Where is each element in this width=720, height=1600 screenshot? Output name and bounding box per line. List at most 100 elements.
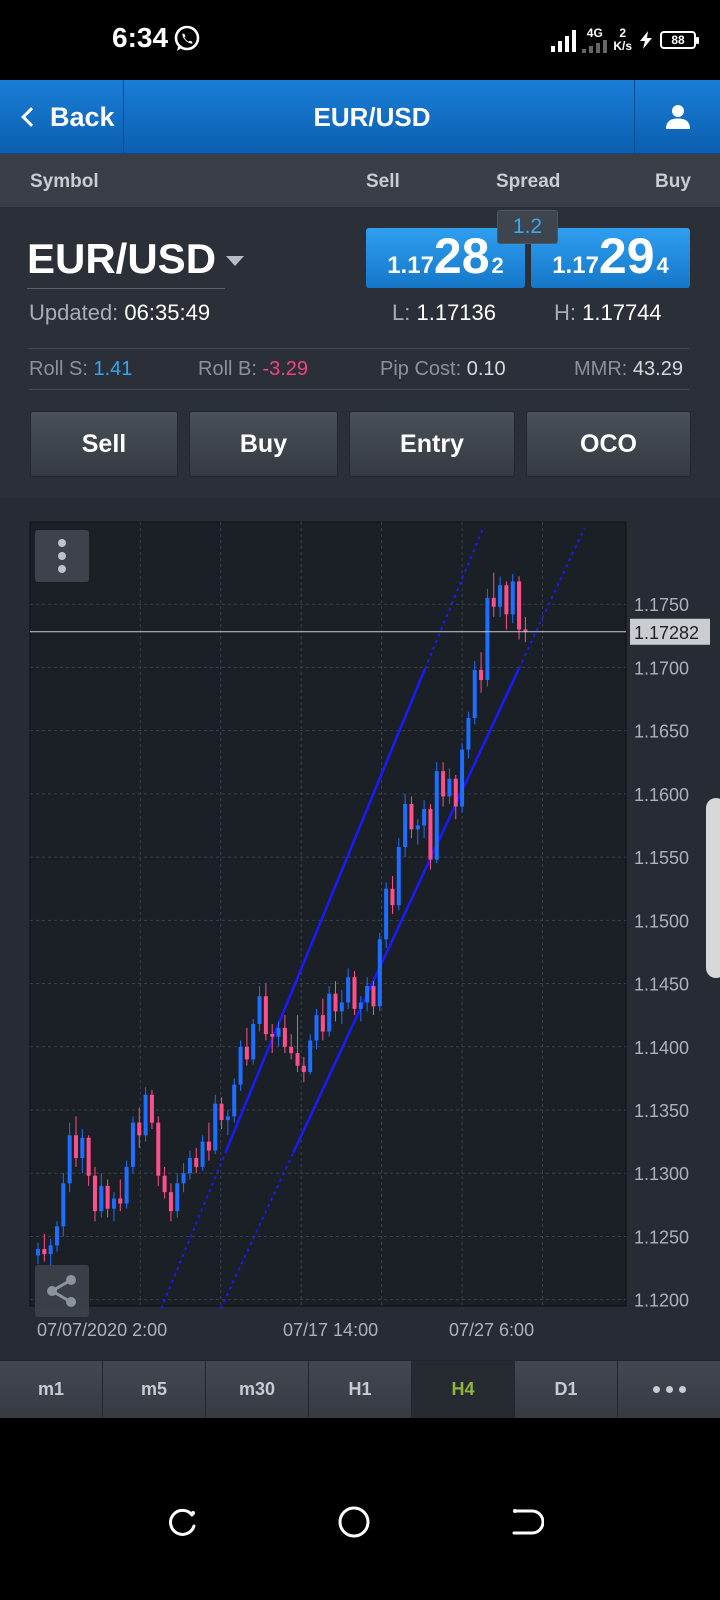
candle-body [371,986,376,1007]
back-label: Back [50,101,115,132]
candle-body [390,888,395,906]
candle-body [105,1185,110,1209]
updated-time: Updated: 06:35:49 [29,300,211,325]
quote-panel: EUR/USD 1.17 28 2 1.17 29 4 1.2 Updated:… [0,208,720,498]
buy-price-button[interactable]: 1.17 29 4 [531,228,690,288]
candle-body [295,1053,300,1066]
x-tick-label: 07/17 14:00 [283,1320,378,1340]
candle-body [86,1137,91,1176]
page-title: EUR/USD [313,101,431,132]
channel-upper-line-dotted [424,527,484,670]
y-tick-label: 1.1750 [634,595,689,615]
candle-body [257,996,262,1025]
tf-h1[interactable]: H1 [309,1361,412,1418]
candle-body [48,1245,53,1255]
signal-2-icon [582,39,608,53]
candle-body [523,629,528,633]
back-button[interactable]: Back [0,80,124,154]
sell-price-button[interactable]: 1.17 28 2 [366,228,525,288]
candle-body [143,1094,148,1136]
candle-body [504,585,509,615]
candle-body [466,718,471,750]
candle-body [149,1094,154,1123]
y-tick-label: 1.1350 [634,1101,689,1121]
network-speed: 2 K/s [613,26,632,53]
channel-lower-line-dotted [219,1152,295,1309]
x-tick-label: 07/07/2020 2:00 [37,1320,167,1340]
candle-body [327,993,332,1032]
tf-m1[interactable]: m1 [0,1361,103,1418]
tf-h4[interactable]: H4 [412,1361,515,1418]
y-tick-label: 1.1400 [634,1038,689,1058]
status-time: 6:34 [112,22,169,53]
charging-icon [640,31,652,49]
candle-body [352,977,357,1009]
candle-body [339,1002,344,1012]
candle-body [491,597,496,607]
oco-button[interactable]: OCO [526,411,691,477]
channel-lower-line-dotted [517,527,586,670]
candle-body [244,1046,249,1060]
candle-body [301,1065,306,1073]
top-nav-bar: Back EUR/USD [0,80,720,154]
home-icon[interactable] [336,1504,372,1540]
recents-icon[interactable] [166,1506,198,1538]
candle-body [270,1034,275,1037]
candle-body [200,1141,205,1167]
col-buy: Buy [655,171,691,192]
price-chart-area[interactable]: 1.1750 1.1700 1.1650 1.1600 1.1550 1.1500 1.14… [0,498,720,1360]
spread-badge: 1.2 [497,210,558,244]
candle-body [67,1135,72,1184]
candle-body [80,1137,85,1159]
candle-body [441,771,446,797]
entry-button[interactable]: Entry [349,411,515,477]
current-price-badge [630,618,710,645]
side-panel-handle[interactable] [706,798,720,978]
candle-body [238,1046,243,1085]
candle-body [447,778,452,797]
candle-body [428,809,433,860]
candlestick-chart[interactable]: 1.1750 1.1700 1.1650 1.1600 1.1550 1.1500 1.14… [0,498,720,1360]
candle-body [251,1024,256,1060]
battery-icon: 88 [660,31,699,49]
sell-button[interactable]: Sell [30,411,178,477]
candle-body [289,1046,294,1054]
candle-body [124,1166,129,1204]
y-tick-label: 1.1250 [634,1227,689,1247]
timeframe-bar: m1 m5 m30 H1 H4 D1 [0,1360,720,1418]
chart-menu-button[interactable] [35,530,89,582]
signal-icon [551,28,577,52]
candle-body [308,1040,313,1073]
candle-body [42,1249,47,1255]
y-tick-label: 1.1200 [634,1291,689,1311]
tf-d1[interactable]: D1 [515,1361,618,1418]
tf-m5[interactable]: m5 [103,1361,206,1418]
share-icon [47,1275,76,1307]
tf-more-button[interactable] [618,1361,720,1418]
candle-body [99,1185,104,1212]
candle-body [472,669,477,718]
candle-body [485,597,490,681]
symbol-selector[interactable]: EUR/USD [27,235,245,283]
y-tick-label: 1.1300 [634,1164,689,1184]
candle-body [111,1198,116,1209]
y-tick-label: 1.1450 [634,975,689,995]
candle-body [156,1122,161,1176]
status-bar: 6:34 4G 2 K/s 88 [0,0,720,80]
candle-body [263,996,268,1035]
x-tick-label: 07/27 6:00 [449,1320,534,1340]
back-icon[interactable] [510,1506,544,1538]
candle-body [36,1249,40,1256]
status-icons: 4G 2 K/s 88 [551,22,699,58]
candle-body [276,1027,281,1037]
candle-body [396,846,401,906]
candle-body [118,1198,123,1204]
high-price: H: 1.17744 [554,300,662,325]
buy-button[interactable]: Buy [189,411,338,477]
share-button[interactable] [35,1265,89,1317]
tf-m30[interactable]: m30 [206,1361,309,1418]
candle-body [320,1015,325,1032]
candle-body [225,1116,230,1121]
candle-body [54,1226,59,1246]
user-button[interactable] [634,80,720,154]
